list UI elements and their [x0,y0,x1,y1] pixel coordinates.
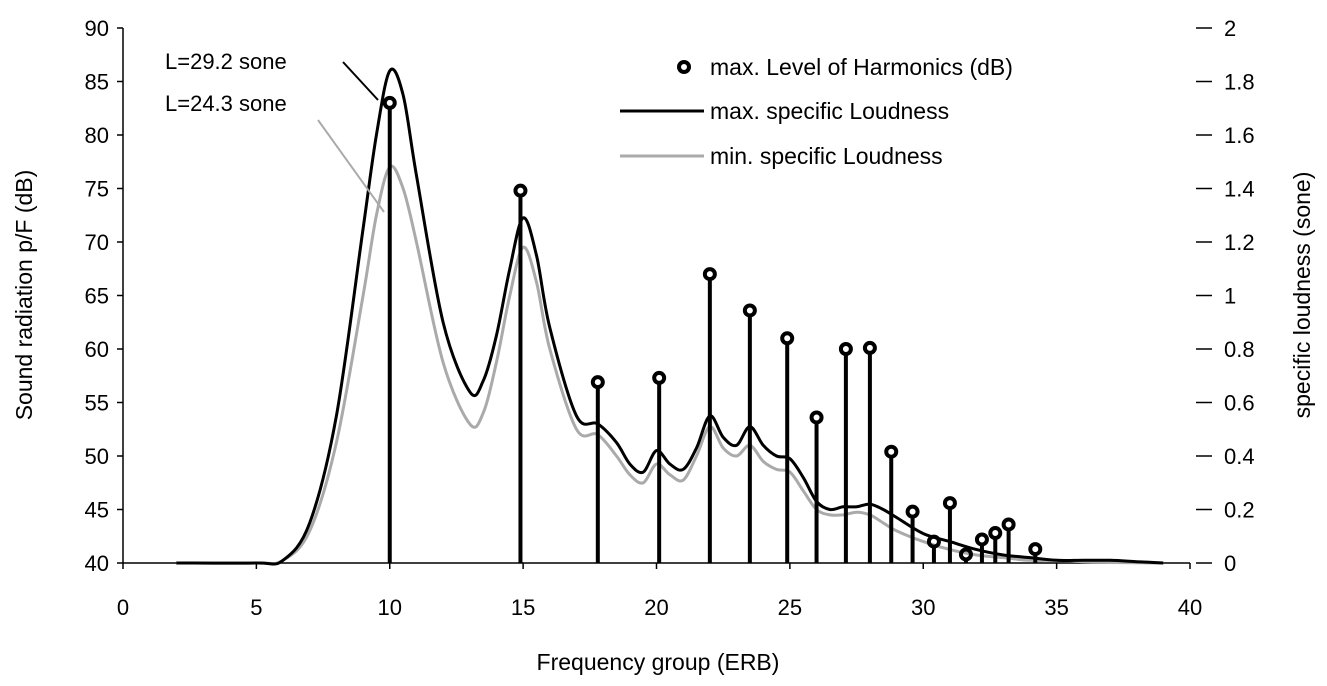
x-tick-label: 40 [1178,595,1202,620]
y2-axis-title: specific loudness (sone) [1289,172,1315,419]
annotations: L=29.2 sone L=24.3 sone [165,49,385,213]
x-axis-title: Frequency group (ERB) [537,649,780,675]
legend-label-min: min. specific Loudness [710,143,943,169]
harmonic-marker [974,532,989,547]
x-tick-label: 20 [644,595,668,620]
y2-tick-label: 1.6 [1224,123,1255,148]
harmonic-marker [513,183,528,198]
y-tick-label: 55 [85,391,109,416]
annotation-max-loudness: L=29.2 sone [165,49,287,74]
annotation-min-loudness: L=24.3 sone [165,91,287,116]
legend-label-harmonics: max. Level of Harmonics (dB) [710,54,1013,80]
y-tick-label: 85 [85,70,109,95]
series-line-max-loudness [176,67,1164,566]
y2-tick-label: 0.8 [1224,337,1255,362]
y-axis-title: Sound radiation p/F (dB) [11,170,37,421]
harmonic-marker [382,95,397,110]
y-tick-label: 60 [85,337,109,362]
harmonic-stems [387,108,1038,563]
x-tick-label: 15 [511,595,535,620]
harmonic-marker [862,340,877,355]
tick-labels: 0 5 10 15 20 25 30 35 40 40 45 50 55 60 65 70 75 80 85 90 0 0… [85,16,1255,620]
x-tick-label: 10 [378,595,402,620]
y-tick-label: 40 [85,551,109,576]
y2-tick-label: 0 [1224,551,1236,576]
y-tick-label: 50 [85,444,109,469]
legend-label-max: max. specific Loudness [710,98,949,124]
harmonic-marker [884,444,899,459]
y2-tick-label: 1 [1224,284,1236,309]
y-tick-label: 70 [85,230,109,255]
x-tick-label: 5 [250,595,262,620]
harmonic-markers [382,95,1043,562]
harmonic-marker [926,534,941,549]
harmonic-marker [988,526,1003,541]
harmonic-marker [1028,542,1043,557]
harmonic-marker [838,342,853,356]
harmonic-marker [958,547,973,562]
x-tick-label: 30 [911,595,935,620]
y-tick-label: 45 [85,498,109,523]
x-tick-label: 35 [1044,595,1068,620]
y-tick-label: 65 [85,284,109,309]
axes [117,27,1212,569]
y-tick-label: 90 [85,16,109,41]
x-tick-label: 0 [117,595,129,620]
harmonic-marker [1001,517,1016,532]
harmonic-marker [652,370,667,385]
y-tick-label: 80 [85,123,109,148]
y2-tick-label: 1.8 [1224,70,1255,95]
y2-tick-label: 0.4 [1224,444,1255,469]
harmonic-marker [702,267,717,282]
harmonic-marker [942,496,957,511]
y-tick-label: 75 [85,177,109,202]
legend-marker-harmonics [677,60,691,74]
x-tick-label: 25 [778,595,802,620]
series-layer [176,67,1164,566]
harmonic-marker [809,410,824,425]
y2-tick-label: 2 [1224,16,1236,41]
harmonic-marker [590,375,605,390]
harmonic-marker [905,504,920,519]
y2-tick-label: 1.4 [1224,177,1255,202]
legend: max. Level of Harmonics (dB) max. specif… [620,54,1013,169]
y2-tick-label: 1.2 [1224,230,1255,255]
harmonic-marker [742,303,757,318]
annotation-max-leader [342,61,379,101]
y2-tick-label: 0.2 [1224,498,1255,523]
annotation-min-leader [317,119,385,213]
series-line-min-loudness [176,164,1164,566]
harmonic-marker [780,331,795,346]
y2-tick-label: 0.6 [1224,391,1255,416]
